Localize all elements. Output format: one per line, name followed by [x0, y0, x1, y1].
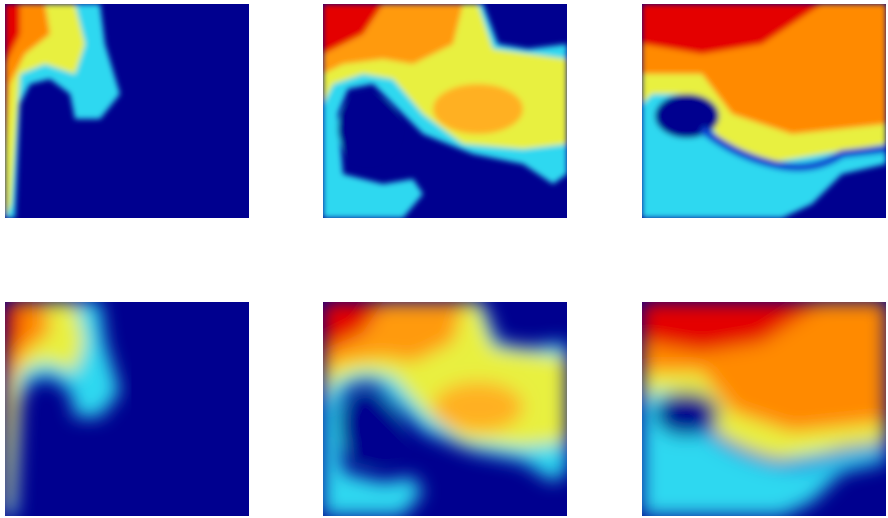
panel [642, 302, 886, 516]
panel [323, 302, 569, 516]
panel [323, 4, 569, 218]
page: {} [0, 0, 888, 518]
panel [642, 4, 886, 218]
panel [5, 302, 249, 516]
figure [0, 0, 888, 518]
panel [5, 4, 249, 218]
